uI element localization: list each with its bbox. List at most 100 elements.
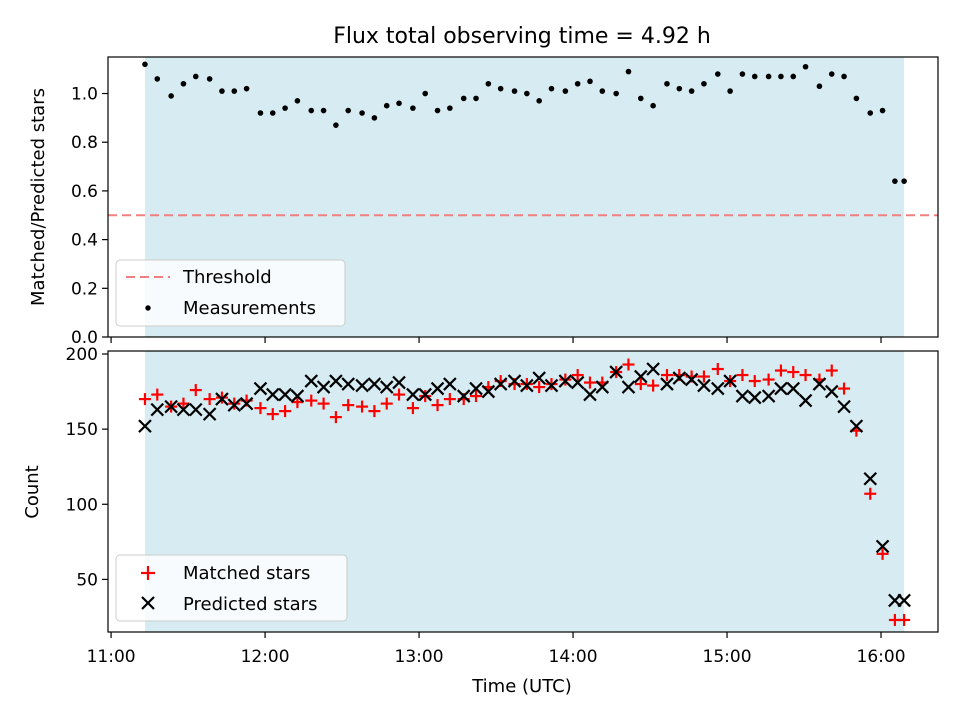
predicted-star-point: [443, 377, 457, 391]
predicted-star-point: [355, 378, 369, 393]
predicted-star-point: [253, 381, 268, 396]
predicted-star-point: [164, 399, 178, 414]
measurement-point: [676, 85, 683, 92]
matched-star-point: [838, 382, 851, 395]
predicted-star-point: [379, 380, 394, 394]
predicted-star-point: [290, 389, 305, 403]
matched-star-point: [254, 402, 267, 415]
predicted-star-point: [493, 377, 508, 391]
predicted-star-point: [863, 471, 878, 486]
measurement-point: [524, 90, 530, 97]
matched-star-point: [470, 390, 483, 403]
matched-star-point: [177, 397, 190, 410]
bottom-legend: Matched stars Predicted stars: [115, 554, 348, 622]
predicted-star-point: [812, 377, 827, 391]
predicted-star-point: [215, 392, 229, 406]
predicted-star-point: [456, 389, 471, 403]
measurement-point: [548, 85, 555, 92]
measurement-point: [613, 90, 619, 97]
predicted-star-point: [558, 374, 573, 388]
measurement-point: [867, 110, 874, 116]
predicted-star-point: [406, 387, 420, 402]
measurement-point: [473, 95, 479, 102]
matched-star-point: [787, 366, 800, 379]
top-ytick-label: 1.0: [71, 85, 98, 105]
matched-star-point: [571, 369, 584, 382]
top-panel: 0.0 0.2 0.4 0.6 0.8 1.0 Matched/Predicted sta…: [28, 56, 939, 348]
predicted-star-point: [430, 381, 445, 396]
top-points: [142, 61, 907, 184]
predicted-star-point: [341, 377, 356, 391]
top-yaxis: 0.0 0.2 0.4 0.6 0.8 1.0: [71, 85, 108, 348]
measurement-point: [320, 107, 327, 114]
measurement-point: [879, 107, 886, 114]
matched-star-point: [762, 373, 775, 386]
predicted-star-point: [897, 593, 911, 608]
measurement-point: [751, 73, 758, 80]
matched-star-point: [443, 393, 456, 406]
matched-star-point: [356, 400, 369, 413]
predicted-star-point: [595, 380, 610, 394]
bottom-points: [138, 358, 911, 626]
predicted-star-point: [507, 374, 522, 388]
measurement-point: [383, 102, 390, 109]
legend-predicted-label: Predicted stars: [183, 594, 317, 615]
measurement-point: [587, 78, 593, 85]
measurement-point: [816, 83, 823, 90]
top-ylabel: Matched/Predicted stars: [28, 88, 49, 306]
measurement-point: [447, 105, 453, 111]
bottom-ytick-label: 200: [66, 345, 98, 365]
matched-star-point: [368, 405, 381, 418]
predicted-star-point: [469, 381, 483, 396]
bottom-plot-frame: [107, 350, 939, 633]
matched-star-point: [634, 378, 647, 391]
measurement-point: [765, 73, 772, 80]
predicted-star-point: [329, 374, 343, 388]
matched-star-point: [393, 388, 406, 401]
predicted-star-point: [609, 365, 623, 379]
bottom-yaxis: 50 100 150 200: [66, 345, 108, 590]
bottom-ytick-label: 150: [66, 420, 98, 440]
chart-title: Flux total observing time = 4.92 h: [333, 24, 711, 49]
bottom-ylabel: Count: [22, 465, 43, 518]
top-legend: Threshold Measurements: [115, 259, 346, 327]
predicted-star-point: [188, 402, 203, 417]
measurement-point: [790, 73, 797, 80]
measurement-point: [778, 73, 784, 80]
bottom-xtick-label: 11:00: [87, 647, 136, 667]
matched-star-point: [898, 613, 911, 626]
measurement-point: [650, 102, 656, 109]
legend-measurements-swatch: [145, 305, 151, 311]
measurement-point: [206, 76, 213, 82]
measurement-point: [257, 110, 264, 116]
top-ytick-label: 0.2: [71, 279, 98, 299]
measurement-point: [231, 88, 238, 94]
measurement-point: [901, 178, 907, 184]
predicted-star-point: [227, 398, 242, 412]
measurement-point: [243, 85, 250, 92]
measurement-point: [688, 88, 695, 94]
predicted-star-point: [418, 387, 432, 402]
measurement-point: [410, 105, 416, 111]
measurement-point: [154, 76, 161, 82]
predicted-star-point: [711, 381, 725, 396]
legend-matched-swatch: [141, 566, 155, 580]
matched-star-point: [583, 376, 596, 389]
matched-star-point: [736, 369, 749, 382]
predicted-star-point: [239, 396, 254, 411]
matched-star-point: [138, 393, 151, 406]
measurement-point: [574, 80, 581, 87]
top-plot-frame: [107, 56, 939, 338]
bottom-xtick-label: 15:00: [703, 647, 752, 667]
measurement-point: [396, 100, 402, 107]
predicted-star-point: [481, 384, 496, 399]
predicted-star-point: [583, 387, 597, 402]
predicted-star-point: [684, 372, 699, 387]
legend-threshold-label: Threshold: [182, 267, 272, 288]
measurement-point: [333, 122, 339, 128]
predicted-star-point: [798, 393, 813, 408]
predicted-star-point: [837, 399, 851, 414]
top-xticks: [110, 337, 882, 343]
legend-predicted-swatch: [141, 596, 155, 610]
measurement-point: [536, 98, 542, 104]
